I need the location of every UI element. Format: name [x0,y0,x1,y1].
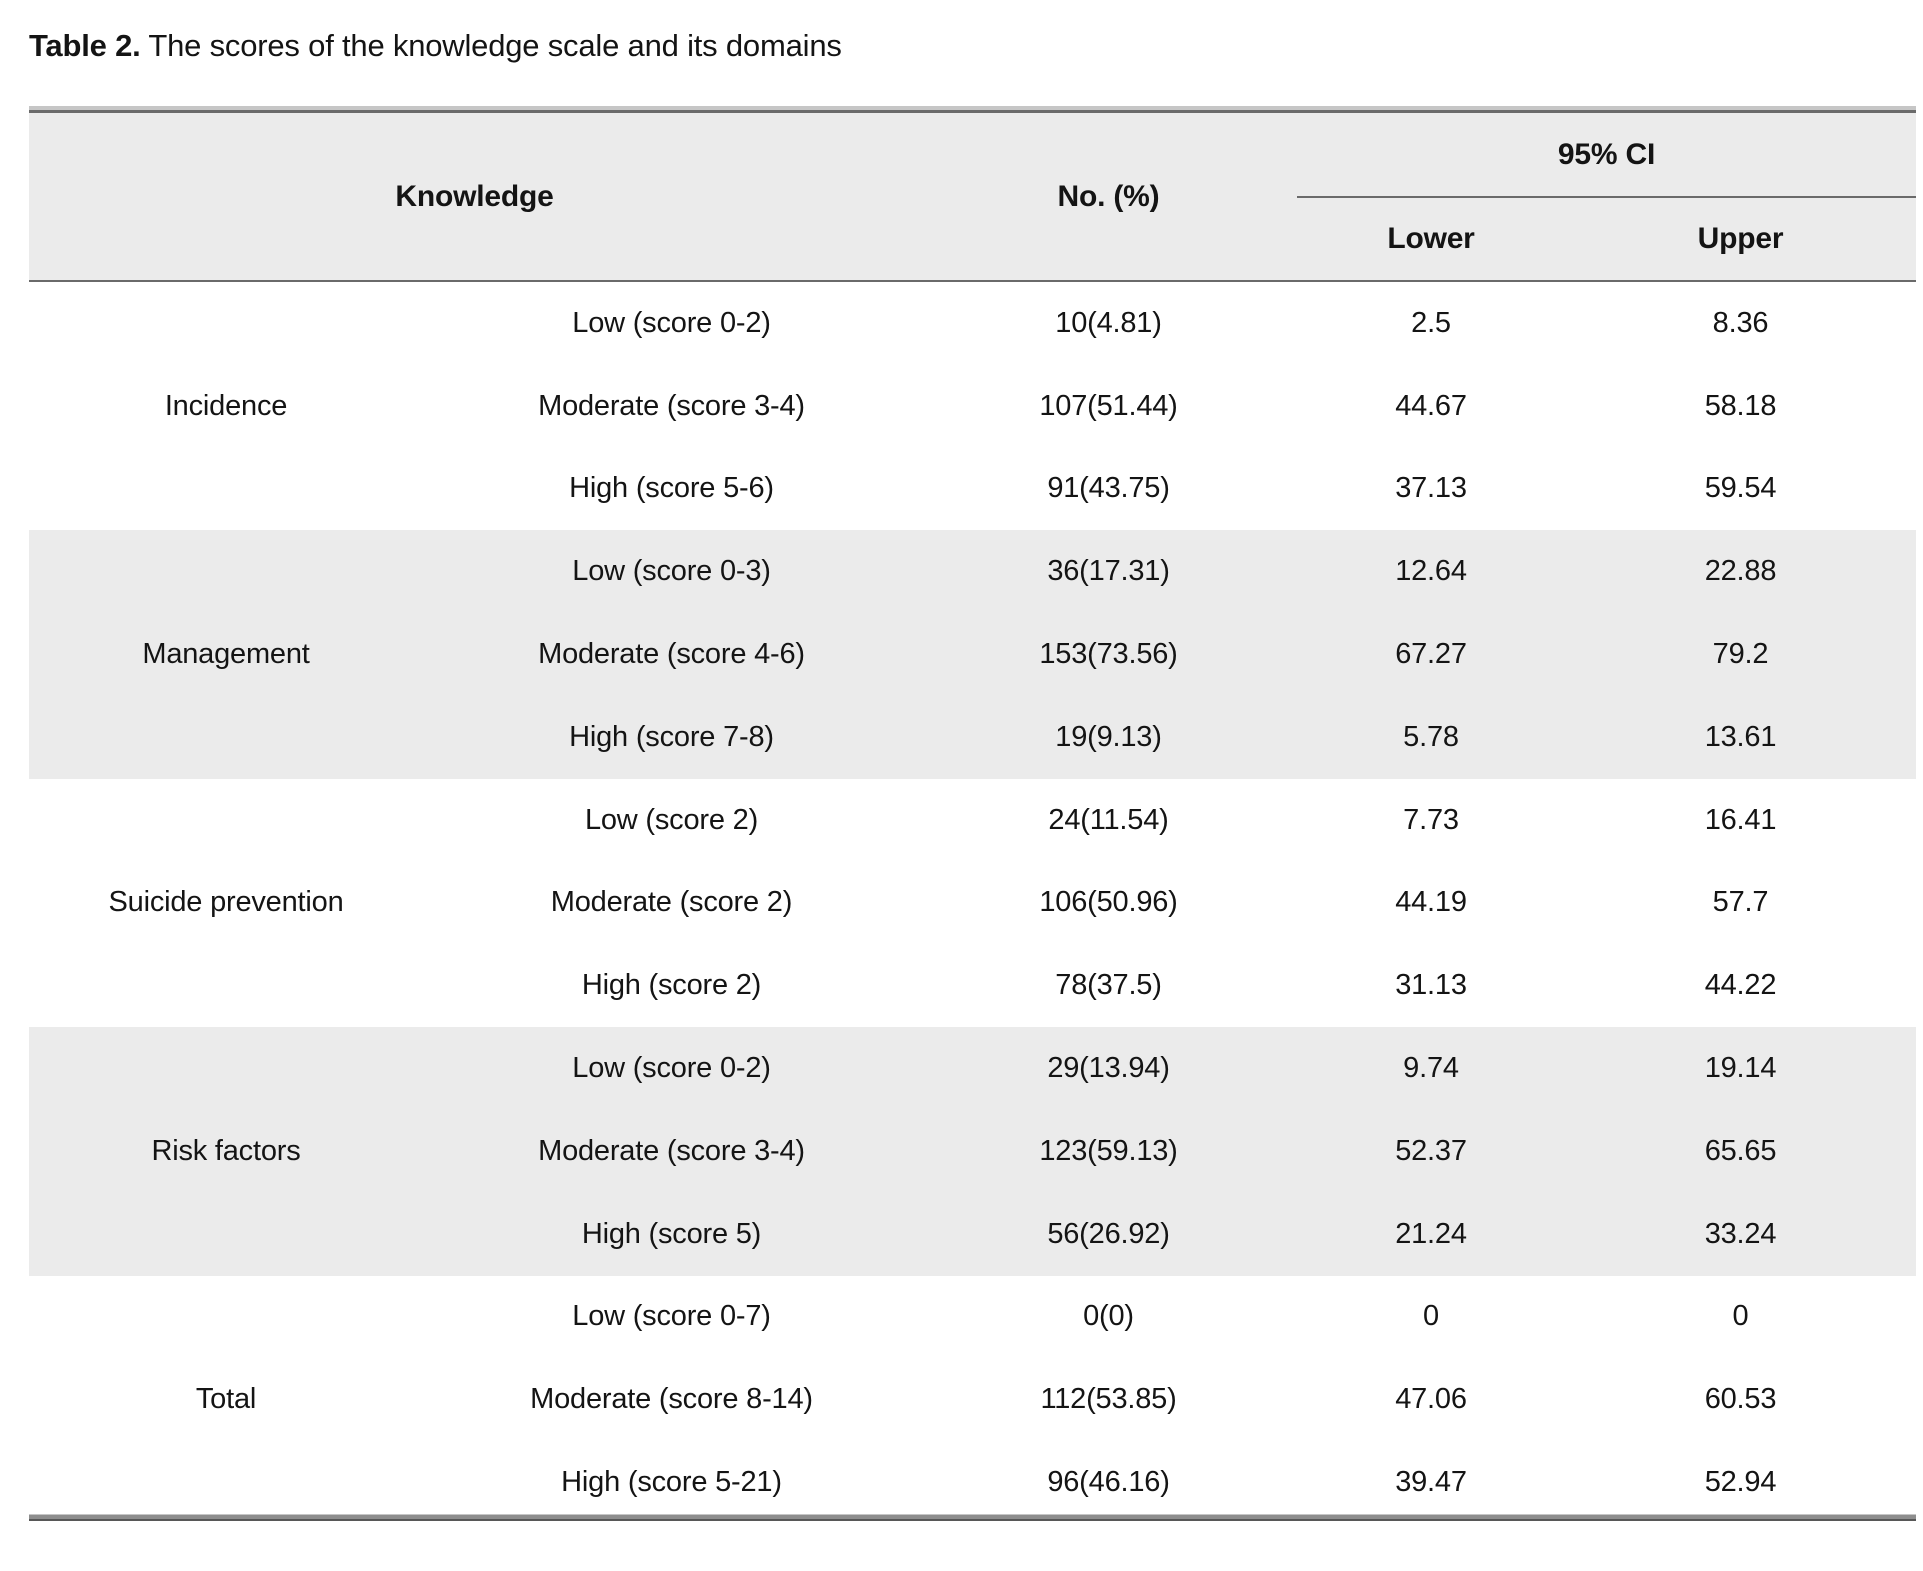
ci-upper-cell: 13.61 [1565,695,1916,779]
ci-upper-cell: 8.36 [1712,306,1769,339]
col-header-knowledge: Knowledge [29,111,920,282]
no-pct-cell: 10(4.81) [1055,306,1162,339]
category-cell: Moderate (score 3-4) [538,389,805,422]
ci-upper-cell: 60.53 [1704,1383,1777,1416]
table-row: High (score 2) 78(37.5) 31.13 44.22 [29,944,1916,1027]
ci-lower-cell: 44.67 [1395,389,1467,422]
table-row: Moderate (score 4-6) 153(73.56) 67.27 79.2 [29,613,1916,696]
no-pct-cell: 96(46.16) [1047,1466,1170,1499]
col-header-95ci: 95% CI [1297,111,1916,198]
ci-upper-cell: 59.54 [1704,472,1777,505]
no-pct-cell: 56(26.92) [920,1192,1297,1276]
table-row: Risk factors Low (score 0-2) 29(13.94) 9.74… [29,1027,1916,1276]
category-cell: Moderate (score 4-6) [423,613,920,696]
table-row: High (score 5-21) 96(46.16) 39.47 52.94 [29,1441,1916,1524]
header-row-sub: Lower Upper [29,197,1916,282]
table-header: Knowledge No. (%) 95% CI Lower Upper [29,111,1916,282]
ci-lower-cell: 2.5 [1411,306,1451,339]
ci-lower-cell: 52.37 [1297,1109,1565,1193]
no-pct-cell: 78(37.5) [1055,969,1162,1002]
ci-upper-cell: 19.14 [1565,1027,1916,1110]
ci-lower-cell: 12.64 [1297,530,1565,614]
category-cell: Moderate (score 2) [550,886,793,919]
header-row-top: Knowledge No. (%) 95% CI [29,111,1916,282]
no-pct-cell: 112(53.85) [1040,1383,1177,1416]
table-body: Incidence Low (score 0-2) 10(4.81) 2.5 8.36 M… [29,281,1916,1524]
ci-lower-cell: 47.06 [1395,1383,1467,1416]
domain-cell: Risk factors [29,1027,423,1276]
ci-lower-cell: 7.73 [1403,803,1459,836]
ci-lower-cell: 44.19 [1395,886,1467,919]
ci-upper-cell: 44.22 [1704,969,1777,1002]
table-caption-text: The scores of the knowledge scale and it… [140,28,842,63]
ci-upper-cell: 16.41 [1704,803,1777,836]
category-cell: Low (score 0-7) [572,1300,771,1333]
ci-upper-cell: 58.18 [1704,389,1777,422]
ci-upper-cell: 0 [1732,1300,1749,1333]
category-cell: High (score 5) [423,1192,920,1276]
ci-lower-cell: 37.13 [1395,472,1467,505]
category-cell: Low (score 0-2) [423,1027,920,1110]
no-pct-cell: 29(13.94) [920,1027,1297,1110]
ci-upper-cell: 22.88 [1565,530,1916,614]
no-pct-cell: 0(0) [1083,1300,1134,1333]
no-pct-cell: 107(51.44) [1039,389,1178,422]
category-cell: High (score 2) [581,969,762,1002]
ci-lower-cell: 9.74 [1297,1027,1565,1110]
table-row: Moderate (score 3-4) 107(51.44) 44.67 58.18 [29,365,1916,448]
ci-upper-cell: 65.65 [1565,1109,1916,1193]
table-row: High (score 5) 56(26.92) 21.24 33.24 [29,1192,1916,1276]
ci-upper-cell: 57.7 [1712,886,1769,919]
table-row: High (score 5-6) 91(43.75) 37.13 59.54 [29,448,1916,531]
col-header-upper: Upper [1565,197,1916,282]
ci-lower-cell: 67.27 [1297,613,1565,696]
table-row: Management Low (score 0-3) 36(17.31) 12.64 2… [29,530,1916,779]
table-row: Suicide prevention Low (score 2) 24(11.54)… [29,779,1916,919]
no-pct-cell: 153(73.56) [920,613,1297,696]
no-pct-cell: 106(50.96) [1039,886,1178,919]
table-row: Moderate (score 2) 106(50.96) 44.19 57.7 [29,862,1916,945]
ci-upper-cell: 33.24 [1565,1192,1916,1276]
no-pct-cell: 24(11.54) [1048,803,1169,836]
ci-lower-cell: 31.13 [1395,969,1467,1002]
table-row: Incidence Low (score 0-2) 10(4.81) 2.5 8.36 [29,281,1916,422]
no-pct-cell: 36(17.31) [920,530,1297,614]
table-row: Moderate (score 3-4) 123(59.13) 52.37 65.65 [29,1109,1916,1193]
category-cell: High (score 5-21) [561,1466,782,1499]
ci-lower-cell: 21.24 [1297,1192,1565,1276]
knowledge-scores-table: Knowledge No. (%) 95% CI Lower Upper Inc… [29,110,1916,1524]
ci-lower-cell: 39.47 [1395,1466,1467,1499]
no-pct-cell: 19(9.13) [920,695,1297,779]
domain-cell: Total [195,1383,257,1416]
no-pct-cell: 123(59.13) [920,1109,1297,1193]
category-cell: Low (score 0-3) [423,530,920,614]
category-cell: Low (score 0-2) [572,306,771,339]
no-pct-cell: 91(43.75) [1047,472,1170,505]
table-caption-label: Table 2. [29,28,141,63]
table-row: Total Low (score 0-7) 0(0) 0 0 [29,1276,1916,1415]
ci-upper-cell: 79.2 [1565,613,1916,696]
domain-cell: Management [29,530,423,779]
table-row: High (score 7-8) 19(9.13) 5.78 13.61 [29,695,1916,779]
ci-lower-cell: 5.78 [1297,695,1565,779]
col-header-lower: Lower [1297,197,1565,282]
domain-cell: Incidence [164,389,288,422]
table-caption: Table 2. The scores of the knowledge sca… [29,28,842,64]
category-cell: High (score 5-6) [569,472,774,505]
category-cell: Low (score 2) [584,803,759,836]
ci-lower-cell: 0 [1423,1300,1439,1333]
col-header-no-pct: No. (%) [920,111,1297,282]
category-cell: Moderate (score 3-4) [423,1109,920,1193]
table-bottom-rule [29,1514,1916,1521]
category-cell: High (score 7-8) [423,695,920,779]
category-cell: Moderate (score 8-14) [530,1383,813,1416]
ci-upper-cell: 52.94 [1704,1466,1777,1499]
table-row: Moderate (score 8-14) 112(53.85) 47.06 60.5… [29,1358,1916,1441]
domain-cell: Suicide prevention [108,886,344,919]
